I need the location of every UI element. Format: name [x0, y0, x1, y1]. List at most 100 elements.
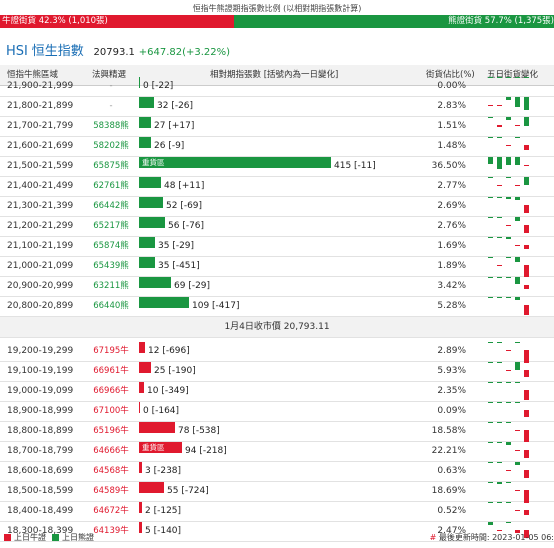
five-day-sparkline [482, 482, 554, 503]
table-row[interactable]: 18,900-18,999 67100牛 0 [-164] 0.09% [0, 402, 554, 422]
update-text: 最後更新時間: 2023-01-05 06: [438, 533, 554, 542]
row-knockout-code[interactable]: 58388熊 [93, 121, 129, 131]
sparkline-bar [524, 490, 529, 503]
row-knockout-code[interactable]: 58202熊 [93, 141, 129, 151]
sparkline-bar [497, 125, 502, 127]
row-knockout-code[interactable]: 64568牛 [93, 466, 129, 476]
table-row[interactable]: 18,300-18,399 64139牛 5 [-140] 2.47% [0, 522, 554, 542]
row-knockout-code[interactable]: 66440熊 [93, 301, 129, 311]
row-knockout-code[interactable]: 64666牛 [93, 446, 129, 456]
five-day-sparkline [482, 237, 554, 256]
table-row[interactable]: 21,200-21,299 65217熊 56 [-76] 2.76% [0, 217, 554, 237]
row-knockout-code[interactable]: 67100牛 [93, 406, 129, 416]
row-knockout-code[interactable]: 64589牛 [93, 486, 129, 496]
sparkline-bar [506, 422, 511, 423]
sparkline-bar [515, 382, 520, 383]
row-knockout-code[interactable]: 65875熊 [93, 161, 129, 171]
table-row[interactable]: 21,300-21,399 66442熊 52 [-69] 2.69% [0, 197, 554, 217]
contract-value-label: 48 [+11] [164, 181, 205, 191]
hsi-price: 20793.1 [93, 47, 135, 58]
five-day-sparkline [482, 502, 554, 521]
five-day-sparkline [482, 137, 554, 156]
row-knockout-code[interactable]: 64672牛 [93, 506, 129, 516]
heavy-zone-label: 重貨區 [142, 443, 165, 452]
row-range: 19,000-19,099 [7, 386, 74, 396]
contract-bar [139, 297, 189, 308]
table-row[interactable]: 19,000-19,099 66966牛 10 [-349] 2.35% [0, 382, 554, 402]
sparkline-bar [515, 402, 520, 403]
row-street-pct: 1.51% [437, 121, 466, 131]
row-range: 18,600-18,699 [7, 466, 74, 476]
row-range: 19,100-19,199 [7, 366, 74, 376]
five-day-sparkline [482, 217, 554, 236]
five-day-sparkline [482, 462, 554, 481]
table-row[interactable]: 18,600-18,699 64568牛 3 [-238] 0.63% [0, 462, 554, 482]
bull-bear-ratio-bar: 牛證街貨 42.3% (1,010張) 熊證街貨 57.7% (1,375張) [0, 15, 554, 28]
table-row[interactable]: 18,800-18,899 65196牛 78 [-538] 18.58% [0, 422, 554, 442]
table-row[interactable]: 21,000-21,099 65439熊 35 [-451] 1.89% [0, 257, 554, 277]
contract-value-label: 35 [-29] [158, 241, 195, 251]
contract-bar [139, 502, 142, 513]
table-row[interactable]: 21,600-21,699 58202熊 26 [-9] 1.48% [0, 137, 554, 157]
sparkline-bar [497, 237, 502, 238]
sparkline-bar [506, 297, 511, 298]
contract-bar [139, 137, 151, 148]
contract-value-label: 27 [+17] [154, 121, 195, 131]
table-row[interactable]: 21,800-21,899 - 32 [-26] 2.83% [0, 97, 554, 117]
sparkline-bar [488, 117, 493, 118]
table-row[interactable]: 20,800-20,899 66440熊 109 [-417] 5.28% [0, 297, 554, 317]
table-row[interactable]: 19,200-19,299 67195牛 12 [-696] 2.89% [0, 342, 554, 363]
sparkline-bar [524, 390, 529, 400]
contract-bar [139, 97, 154, 108]
sparkline-bar [515, 430, 520, 431]
sparkline-bar [515, 77, 520, 78]
row-knockout-code[interactable]: 66966牛 [93, 386, 129, 396]
legend-bear: 上日熊證 [62, 533, 94, 542]
sparkline-bar [497, 157, 502, 169]
row-range: 20,800-20,899 [7, 301, 74, 311]
sparkline-bar [524, 225, 529, 233]
heavy-zone-label: 重貨區 [142, 158, 165, 167]
table-row[interactable]: 21,100-21,199 65874熊 35 [-29] 1.69% [0, 237, 554, 257]
table-row[interactable]: 18,500-18,599 64589牛 55 [-724] 18.69% [0, 482, 554, 503]
sparkline-bar [506, 370, 511, 371]
row-knockout-code[interactable]: 66961牛 [93, 366, 129, 376]
table-row[interactable]: 18,400-18,499 64672牛 2 [-125] 0.52% [0, 502, 554, 522]
row-knockout-code[interactable]: 65874熊 [93, 241, 129, 251]
sparkline-bar [524, 97, 529, 110]
sparkline-bar [488, 442, 493, 443]
bull-ratio-segment: 牛證街貨 42.3% (1,010張) [0, 15, 235, 28]
row-knockout-code[interactable]: 63211熊 [93, 281, 129, 291]
row-knockout-code[interactable]: 65439熊 [93, 261, 129, 271]
row-street-pct: 0.63% [437, 466, 466, 476]
header-contracts: 相對期指張數 [括號內為一日變化] [210, 70, 339, 80]
sparkline-bar [497, 382, 502, 383]
sparkline-bar [497, 502, 502, 503]
sparkline-bar [506, 177, 511, 178]
contract-value-label: 109 [-417] [192, 301, 240, 311]
table-row[interactable]: 21,900-21,999 - 0 [-22] 0.00% [0, 77, 554, 97]
row-range: 18,900-18,999 [7, 406, 74, 416]
sparkline-bar [524, 245, 529, 249]
sparkline-bar [488, 237, 493, 238]
row-knockout-code[interactable]: 65217熊 [93, 221, 129, 231]
table-row[interactable]: 21,500-21,599 65875熊 重貨區 415 [-11] 36.50% [0, 157, 554, 177]
row-street-pct: 0.52% [437, 506, 466, 516]
row-knockout-code[interactable]: 65196牛 [93, 426, 129, 436]
row-knockout-code[interactable]: 66442熊 [93, 201, 129, 211]
table-row[interactable]: 21,400-21,499 62761熊 48 [+11] 2.77% [0, 177, 554, 197]
row-knockout-code[interactable]: 62761熊 [93, 181, 129, 191]
table-row[interactable]: 18,700-18,799 64666牛 重貨區 94 [-218] 22.21% [0, 442, 554, 462]
header-pct: 街貨佔比(%) [426, 70, 475, 80]
sparkline-bar [506, 197, 511, 199]
table-row[interactable]: 19,100-19,199 66961牛 25 [-190] 5.93% [0, 362, 554, 382]
row-knockout-code[interactable]: 67195牛 [93, 346, 129, 356]
contract-bar [139, 462, 142, 473]
row-range: 21,500-21,599 [7, 161, 74, 171]
row-knockout-code[interactable]: 64139牛 [93, 526, 129, 536]
table-row[interactable]: 20,900-20,999 63211熊 69 [-29] 3.42% [0, 277, 554, 297]
sparkline-bar [506, 97, 511, 100]
table-row[interactable]: 21,700-21,799 58388熊 27 [+17] 1.51% [0, 117, 554, 137]
row-range: 18,500-18,599 [7, 486, 74, 496]
row-range: 18,800-18,899 [7, 426, 74, 436]
